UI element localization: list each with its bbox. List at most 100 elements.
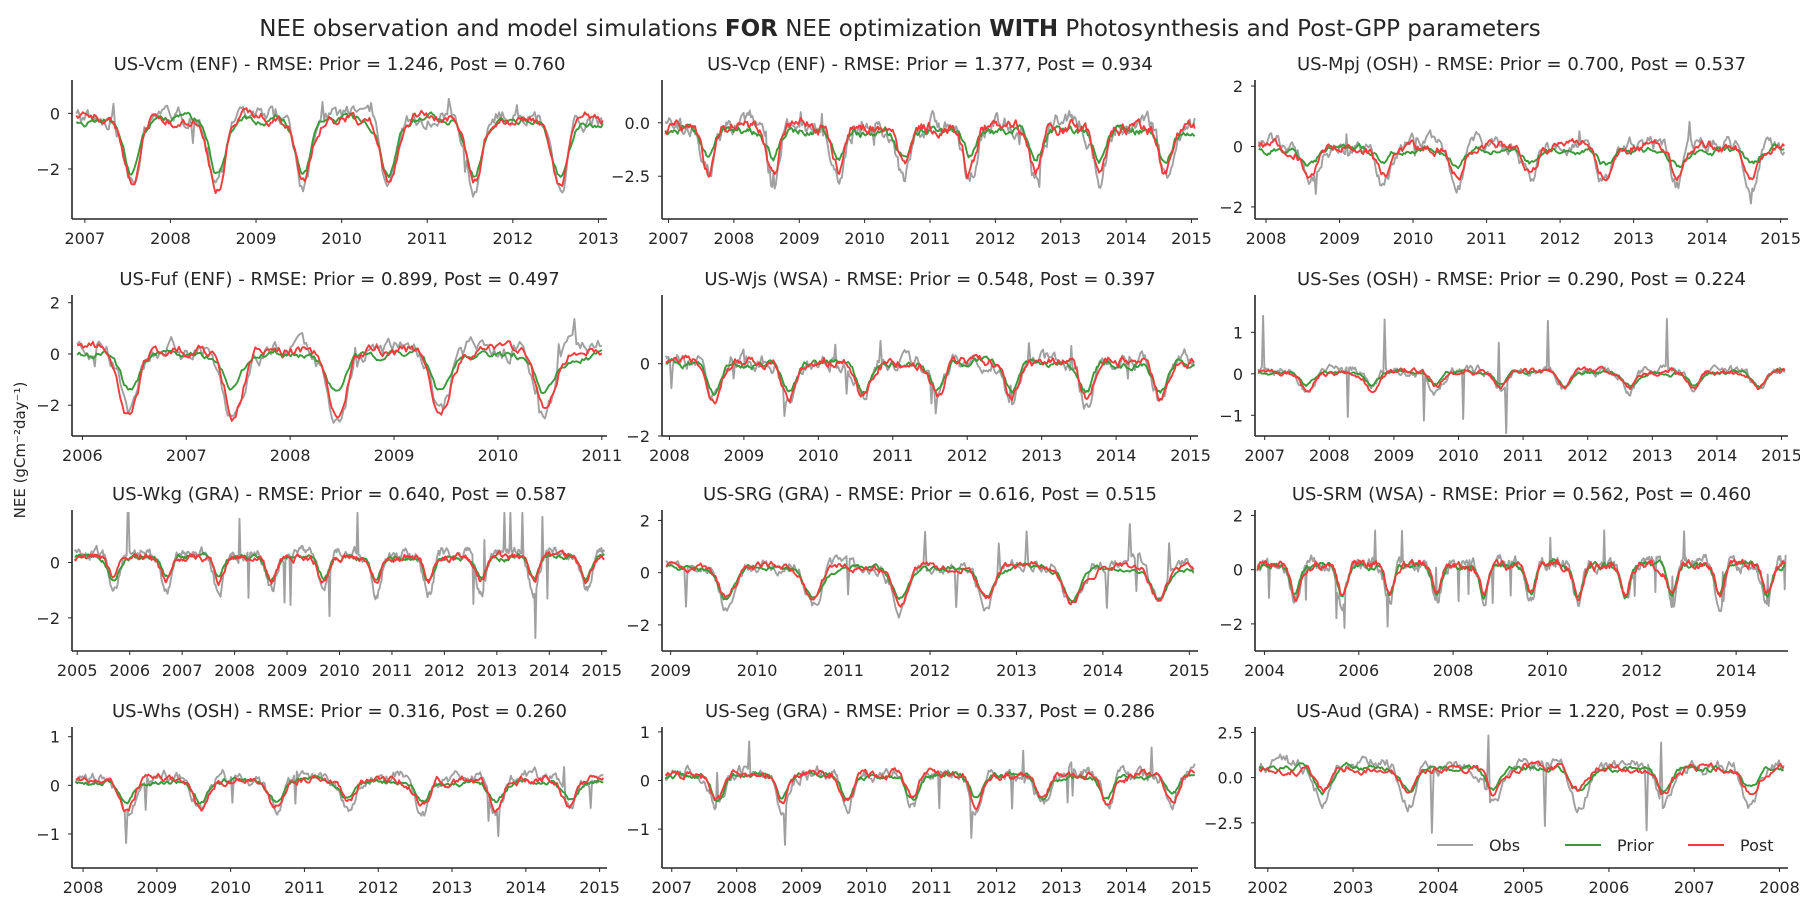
x-tick-label: 2009 [779,229,820,248]
x-tick-label: 2014 [1687,229,1728,248]
panel-9: US-Whs (OSH) - RMSE: Prior = 0.316, Post… [36,701,620,897]
panel-title: US-Seg (GRA) - RMSE: Prior = 0.337, Post… [705,701,1155,722]
y-tick-label: −2 [1219,615,1243,634]
y-tick-label: −2 [36,396,60,415]
legend-label-prior: Prior [1617,836,1654,855]
x-tick-label: 2011 [407,229,448,248]
x-tick-label: 2007 [1674,878,1715,897]
series-obs-line [76,317,602,424]
x-tick-label: 2013 [1632,446,1673,465]
y-tick-label: 0 [50,554,60,573]
x-tick-label: 2014 [1106,878,1147,897]
x-tick-label: 2015 [1760,229,1800,248]
y-tick-label: 0 [640,355,650,374]
x-tick-label: 2014 [1716,661,1757,680]
x-tick-label: 2013 [996,661,1037,680]
x-tick-label: 2010 [846,878,887,897]
x-tick-label: 2010 [798,446,839,465]
y-tick-label: 0 [640,564,650,583]
y-tick-label: −2 [626,616,650,635]
figure-title-part: FOR [725,16,778,42]
x-tick-label: 2015 [1761,446,1800,465]
x-tick-label: 2009 [236,229,277,248]
x-tick-label: 2008 [1759,878,1800,897]
x-tick-label: 2008 [1246,229,1287,248]
x-tick-label: 2007 [1244,446,1285,465]
panel-title: US-Vcm (ENF) - RMSE: Prior = 1.246, Post… [114,54,566,75]
y-tick-label: −2.5 [1204,814,1243,833]
x-tick-label: 2015 [581,661,622,680]
series-post-line [76,340,603,422]
x-tick-label: 2011 [910,229,951,248]
panel-10: US-Seg (GRA) - RMSE: Prior = 0.337, Post… [626,701,1211,897]
series-post-line [664,117,1196,180]
panel-6: US-Wkg (GRA) - RMSE: Prior = 0.640, Post… [36,484,622,680]
x-tick-label: 2011 [372,661,413,680]
x-tick-label: 2010 [478,446,519,465]
x-tick-label: 2008 [649,446,690,465]
x-tick-label: 2008 [150,229,191,248]
x-tick-label: 2015 [1169,661,1210,680]
series-obs-line [665,740,1196,846]
y-tick-label: 1 [1233,323,1243,342]
y-tick-label: 0.0 [1218,769,1243,788]
x-tick-label: 2010 [737,661,778,680]
x-tick-label: 2010 [1393,229,1434,248]
x-tick-label: 2010 [1527,661,1568,680]
x-tick-label: 2009 [267,661,308,680]
series-prior-line [75,111,604,179]
x-tick-label: 2009 [781,878,822,897]
y-tick-label: −1 [626,820,650,839]
legend-label-post: Post [1740,836,1773,855]
panel-title: US-Aud (GRA) - RMSE: Prior = 1.220, Post… [1296,701,1747,722]
x-tick-label: 2012 [975,229,1016,248]
x-tick-label: 2008 [1309,446,1350,465]
series-post-line [665,560,1195,608]
series-prior-line [76,347,603,395]
y-tick-label: −2 [36,609,60,628]
series-post-line [1256,558,1786,603]
y-tick-label: −1 [36,825,60,844]
y-tick-label: 0 [1233,365,1243,384]
panel-2: US-Mpj (OSH) - RMSE: Prior = 0.700, Post… [1219,54,1800,248]
x-tick-label: 2013 [476,661,517,680]
panel-8: US-SRM (WSA) - RMSE: Prior = 0.562, Post… [1219,484,1788,680]
x-tick-label: 2006 [1589,878,1630,897]
x-tick-label: 2007 [166,446,207,465]
y-tick-label: −2 [36,160,60,179]
panel-title: US-Wkg (GRA) - RMSE: Prior = 0.640, Post… [112,484,567,505]
x-tick-label: 2009 [1374,446,1415,465]
x-tick-label: 2013 [1613,229,1654,248]
x-tick-label: 2015 [1171,878,1212,897]
panel-title: US-Fuf (ENF) - RMSE: Prior = 0.899, Post… [119,269,559,290]
panel-title: US-Wjs (WSA) - RMSE: Prior = 0.548, Post… [704,269,1155,290]
x-tick-label: 2014 [529,661,570,680]
y-tick-label: 2 [50,294,60,313]
x-tick-label: 2002 [1247,878,1288,897]
panel-5: US-Ses (OSH) - RMSE: Prior = 0.290, Post… [1219,269,1800,465]
series-post-line [665,353,1195,405]
x-tick-label: 2010 [210,878,251,897]
x-tick-label: 2010 [844,229,885,248]
x-tick-label: 2012 [910,661,951,680]
x-tick-label: 2007 [651,878,692,897]
x-tick-label: 2006 [62,446,103,465]
y-axis-label: NEE (gCm⁻²day⁻¹) [11,382,29,519]
series-obs-line [1258,734,1785,834]
y-tick-label: 2 [640,511,650,530]
x-tick-label: 2012 [976,878,1017,897]
x-tick-label: 2012 [424,661,465,680]
x-tick-label: 2009 [650,661,691,680]
panel-title: US-Whs (OSH) - RMSE: Prior = 0.316, Post… [112,701,567,722]
figure-title-part: NEE observation and model simulations [259,16,725,42]
x-tick-label: 2009 [137,878,178,897]
x-tick-label: 2012 [358,878,399,897]
x-tick-label: 2014 [1106,229,1147,248]
x-tick-label: 2011 [581,446,622,465]
x-tick-label: 2013 [1021,446,1062,465]
x-tick-label: 2010 [319,661,360,680]
x-tick-label: 2012 [1540,229,1581,248]
x-tick-label: 2008 [63,878,104,897]
x-tick-label: 2011 [1466,229,1507,248]
panel-title: US-Vcp (ENF) - RMSE: Prior = 1.377, Post… [707,54,1153,75]
